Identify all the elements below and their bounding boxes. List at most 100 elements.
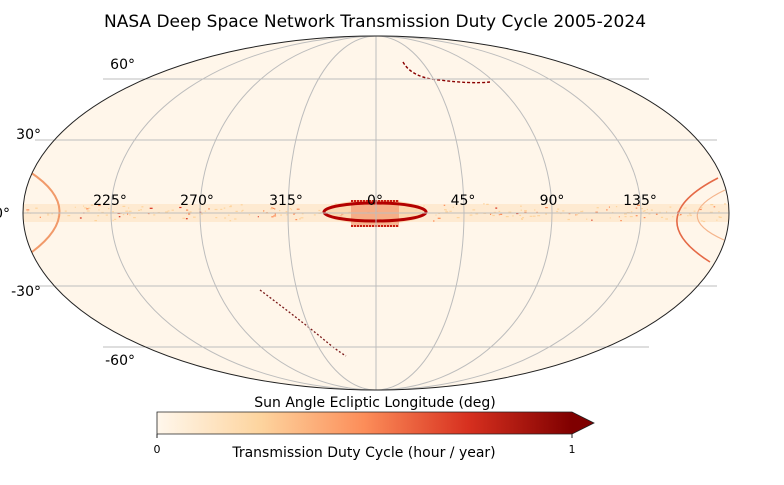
ecliptic-speckle xyxy=(635,207,638,209)
ecliptic-speckle xyxy=(112,211,114,213)
ecliptic-speckle xyxy=(279,210,281,212)
ecliptic-speckle xyxy=(293,213,295,215)
lon-tick-225: 225° xyxy=(93,193,127,209)
right-edge-arc-outer xyxy=(676,177,719,263)
ecliptic-speckle xyxy=(520,205,522,207)
ecliptic-speckle xyxy=(67,215,71,217)
ecliptic-speckle xyxy=(185,218,188,220)
ecliptic-speckle xyxy=(685,207,687,209)
ecliptic-speckle xyxy=(263,210,265,213)
ecliptic-speckle xyxy=(187,211,191,213)
ecliptic-speckle xyxy=(220,208,223,210)
ecliptic-speckle xyxy=(88,207,91,209)
ecliptic-speckle xyxy=(128,207,130,209)
ecliptic-speckle xyxy=(724,203,727,205)
ecliptic-speckle xyxy=(274,213,276,215)
ecliptic-speckle xyxy=(534,209,536,211)
ecliptic-speckle xyxy=(660,216,664,218)
ecliptic-speckle xyxy=(556,210,559,213)
ecliptic-speckle xyxy=(271,207,275,209)
ecliptic-speckle xyxy=(495,207,498,209)
ecliptic-speckle xyxy=(624,213,627,215)
ecliptic-speckle xyxy=(545,207,548,209)
ecliptic-speckle xyxy=(167,210,170,212)
ecliptic-speckle xyxy=(567,218,570,221)
ecliptic-speckle xyxy=(655,213,658,215)
top-trajectory-trace xyxy=(402,61,491,84)
ecliptic-speckle xyxy=(624,216,627,218)
ecliptic-speckle xyxy=(128,210,132,212)
ecliptic-speckle xyxy=(595,211,598,213)
colorbar-extend-arrow xyxy=(572,412,594,434)
ecliptic-speckle xyxy=(609,217,611,219)
ecliptic-speckle xyxy=(618,216,620,218)
ecliptic-speckle xyxy=(179,206,182,209)
latitude-tick-labels: 60° 30° 0° -30° -60° xyxy=(0,57,135,369)
ecliptic-speckle xyxy=(449,210,452,212)
ecliptic-speckle xyxy=(83,205,85,207)
ecliptic-speckle xyxy=(493,211,497,213)
ecliptic-speckle xyxy=(26,209,30,211)
ecliptic-speckle xyxy=(301,213,304,215)
ecliptic-speckle xyxy=(678,214,681,216)
ecliptic-speckle xyxy=(51,213,53,215)
ecliptic-speckle xyxy=(224,217,227,219)
ecliptic-speckle xyxy=(713,206,716,208)
ecliptic-speckle xyxy=(138,209,140,211)
ecliptic-speckle xyxy=(615,206,618,208)
ecliptic-speckle xyxy=(257,216,259,218)
ecliptic-speckle xyxy=(666,211,668,213)
ecliptic-speckle xyxy=(285,211,288,213)
ecliptic-speckle xyxy=(108,208,110,210)
ecliptic-speckle xyxy=(659,211,661,213)
ecliptic-speckle xyxy=(445,209,447,211)
ecliptic-speckle xyxy=(127,213,129,215)
ecliptic-speckle xyxy=(270,208,273,210)
ecliptic-speckle xyxy=(498,214,500,216)
ecliptic-speckle xyxy=(642,210,645,212)
ecliptic-speckle xyxy=(171,209,174,211)
ecliptic-speckle xyxy=(445,211,449,213)
ecliptic-speckle xyxy=(133,217,136,219)
ecliptic-speckle xyxy=(300,217,304,219)
ecliptic-speckle xyxy=(629,216,633,218)
ecliptic-speckle xyxy=(575,214,577,216)
ecliptic-speckle xyxy=(537,215,541,217)
ecliptic-speckle xyxy=(709,211,713,213)
ecliptic-speckle xyxy=(508,211,512,213)
ecliptic-speckle xyxy=(182,217,185,219)
ecliptic-speckle xyxy=(702,220,706,223)
ecliptic-speckle xyxy=(141,206,144,208)
ecliptic-speckle xyxy=(586,218,588,220)
ecliptic-speckle xyxy=(580,210,583,213)
lon-tick-0: 0° xyxy=(367,193,383,209)
bottom-trajectory-trace xyxy=(259,289,347,357)
ecliptic-speckle xyxy=(519,214,521,216)
ecliptic-speckle xyxy=(492,214,495,217)
ecliptic-speckle xyxy=(545,213,547,215)
ecliptic-speckle xyxy=(320,211,322,213)
ecliptic-speckle xyxy=(214,208,218,211)
ecliptic-speckle xyxy=(701,220,703,222)
ecliptic-speckle xyxy=(286,214,288,216)
ecliptic-speckle xyxy=(79,217,82,219)
ecliptic-speckle xyxy=(118,216,121,218)
ecliptic-speckle xyxy=(90,204,94,206)
chart-title: NASA Deep Space Network Transmission Dut… xyxy=(104,12,646,32)
ecliptic-speckle xyxy=(271,216,274,218)
lat-tick-minus30: -30° xyxy=(11,284,41,300)
ecliptic-speckle xyxy=(648,213,651,215)
ecliptic-speckle xyxy=(215,217,218,219)
ecliptic-speckle xyxy=(522,217,524,219)
ecliptic-speckle xyxy=(188,213,191,215)
ecliptic-speckle xyxy=(568,213,571,215)
lon-tick-45: 45° xyxy=(451,193,476,209)
ecliptic-speckle xyxy=(716,219,718,221)
ecliptic-speckle xyxy=(86,210,90,212)
ecliptic-speckle xyxy=(582,210,584,212)
ecliptic-speckle xyxy=(94,220,97,222)
colorbar-min-label: 0 xyxy=(154,443,161,456)
ecliptic-speckle xyxy=(505,216,509,218)
right-edge-arc-inner xyxy=(696,189,726,241)
ecliptic-speckle xyxy=(263,210,265,212)
